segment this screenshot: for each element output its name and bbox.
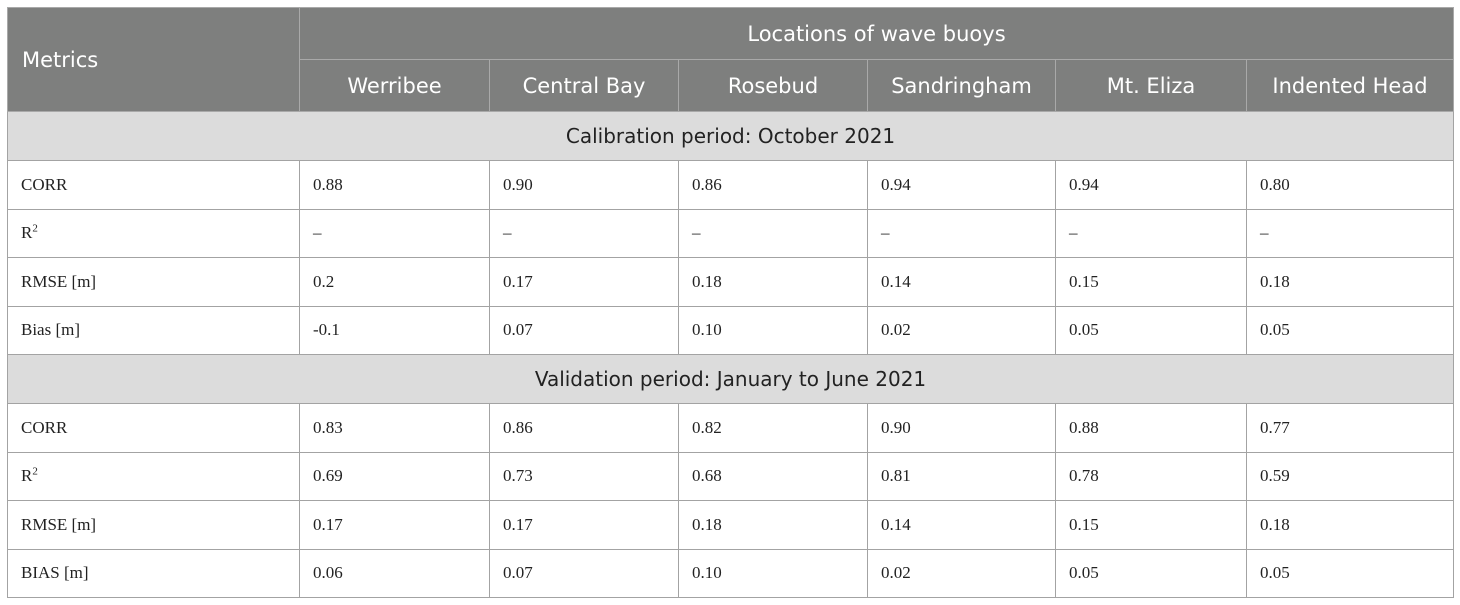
metric-cell: RMSE [m] <box>7 500 300 550</box>
value-cell: 0.18 <box>1246 257 1454 307</box>
location-header-indented-head: Indented Head <box>1246 59 1454 112</box>
value-cell: 0.69 <box>299 451 490 501</box>
value-cell: 0.86 <box>678 160 868 210</box>
value-cell: 0.07 <box>489 305 679 355</box>
value-cell: 0.78 <box>1055 451 1247 501</box>
value-cell: 0.59 <box>1246 451 1454 501</box>
header-row-locations: Werribee Central Bay Rosebud Sandringham… <box>8 59 1454 112</box>
metric-superscript: 2 <box>32 222 38 235</box>
value-cell: 0.77 <box>1246 403 1454 453</box>
value-cell: – <box>867 208 1056 258</box>
location-header-central-bay: Central Bay <box>489 59 679 112</box>
value-cell: 0.18 <box>1246 500 1454 550</box>
value-cell: 0.17 <box>489 257 679 307</box>
table-body: Calibration period: October 2021 CORR 0.88… <box>7 111 1454 598</box>
locations-group-header: Locations of wave buoys <box>299 7 1454 60</box>
value-cell: 0.05 <box>1246 548 1454 598</box>
metric-label: RMSE [m] <box>21 271 97 291</box>
table-row: BIAS [m] 0.06 0.07 0.10 0.02 0.05 0.05 <box>7 548 1454 598</box>
value-cell: 0.82 <box>678 403 868 453</box>
value-cell: 0.81 <box>867 451 1056 501</box>
metric-label: CORR <box>21 174 68 194</box>
section-row: Validation period: January to June 2021 <box>7 354 1454 404</box>
location-header-rosebud: Rosebud <box>678 59 868 112</box>
value-cell: – <box>489 208 679 258</box>
value-cell: 0.88 <box>299 160 490 210</box>
value-cell: 0.18 <box>678 500 868 550</box>
value-cell: 0.90 <box>489 160 679 210</box>
value-cell: 0.10 <box>678 305 868 355</box>
location-header-mt-eliza: Mt. Eliza <box>1055 59 1247 112</box>
table-row: RMSE [m] 0.17 0.17 0.18 0.14 0.15 0.18 <box>7 500 1454 550</box>
value-cell: 0.86 <box>489 403 679 453</box>
value-cell: 0.15 <box>1055 500 1247 550</box>
value-cell: 0.02 <box>867 548 1056 598</box>
metric-label: BIAS [m] <box>21 563 89 583</box>
metric-cell: CORR <box>7 403 300 453</box>
table-row: CORR 0.83 0.86 0.82 0.90 0.88 0.77 <box>7 403 1454 453</box>
metric-label: Bias [m] <box>21 320 81 340</box>
table-header: Metrics Locations of wave buoys Werribee… <box>7 7 1454 112</box>
value-cell: 0.02 <box>867 305 1056 355</box>
value-cell: 0.14 <box>867 257 1056 307</box>
section-title: Validation period: January to June 2021 <box>7 354 1454 404</box>
value-cell: 0.14 <box>867 500 1056 550</box>
metric-label: R <box>21 466 33 486</box>
value-cell: – <box>299 208 490 258</box>
value-cell: 0.05 <box>1055 305 1247 355</box>
table-row: R2 0.69 0.73 0.68 0.81 0.78 0.59 <box>7 451 1454 501</box>
table-row: RMSE [m] 0.2 0.17 0.18 0.14 0.15 0.18 <box>7 257 1454 307</box>
value-cell: -0.1 <box>299 305 490 355</box>
value-cell: – <box>678 208 868 258</box>
location-header-werribee: Werribee <box>299 59 490 112</box>
value-cell: 0.88 <box>1055 403 1247 453</box>
value-cell: 0.73 <box>489 451 679 501</box>
metric-label: R <box>21 223 33 243</box>
value-cell: – <box>1055 208 1247 258</box>
value-cell: 0.83 <box>299 403 490 453</box>
value-cell: 0.10 <box>678 548 868 598</box>
metric-cell: RMSE [m] <box>7 257 300 307</box>
value-cell: 0.94 <box>867 160 1056 210</box>
value-cell: 0.05 <box>1055 548 1247 598</box>
table-row: Bias [m] -0.1 0.07 0.10 0.02 0.05 0.05 <box>7 305 1454 355</box>
metrics-header: Metrics <box>7 7 300 112</box>
metric-label: CORR <box>21 417 68 437</box>
location-header-sandringham: Sandringham <box>867 59 1056 112</box>
section-title: Calibration period: October 2021 <box>7 111 1454 161</box>
metric-label: RMSE [m] <box>21 514 97 534</box>
value-cell: 0.07 <box>489 548 679 598</box>
value-cell: 0.80 <box>1246 160 1454 210</box>
table-row: R2– – – – – – <box>7 208 1454 258</box>
value-cell: 0.94 <box>1055 160 1247 210</box>
value-cell: 0.15 <box>1055 257 1247 307</box>
value-cell: 0.17 <box>489 500 679 550</box>
metric-cell: BIAS [m] <box>7 548 300 598</box>
value-cell: 0.05 <box>1246 305 1454 355</box>
value-cell: 0.17 <box>299 500 490 550</box>
metric-cell: CORR <box>7 160 300 210</box>
metric-cell: R2 <box>7 451 300 501</box>
value-cell: 0.18 <box>678 257 868 307</box>
metric-superscript: 2 <box>32 465 38 478</box>
metric-cell: R2 <box>7 208 300 258</box>
value-cell: – <box>1246 208 1454 258</box>
value-cell: 0.68 <box>678 451 868 501</box>
table-row: CORR 0.88 0.90 0.86 0.94 0.94 0.80 <box>7 160 1454 210</box>
metrics-table: Metrics Locations of wave buoys Werribee… <box>7 7 1454 598</box>
value-cell: 0.2 <box>299 257 490 307</box>
section-row: Calibration period: October 2021 <box>7 111 1454 161</box>
value-cell: 0.06 <box>299 548 490 598</box>
header-row-top: Metrics Locations of wave buoys <box>7 7 1454 112</box>
value-cell: 0.90 <box>867 403 1056 453</box>
metric-cell: Bias [m] <box>7 305 300 355</box>
